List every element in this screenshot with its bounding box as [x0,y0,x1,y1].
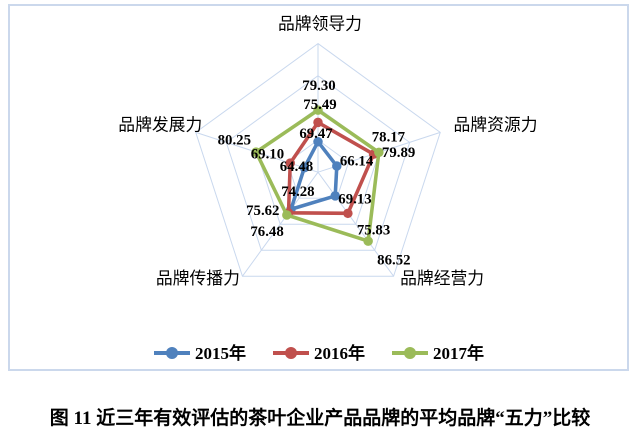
data-point-marker [363,236,373,246]
value-label: 75.62 [246,203,279,219]
data-point-marker [343,208,353,219]
series-polygon-2017年 [254,108,381,243]
value-label: 66.14 [340,153,374,169]
data-point-marker [299,162,310,173]
value-label: 76.48 [250,224,283,240]
radar-chart: 69.47 66.14 69.13 74.28 64.48 75.49 78.17 75.83… [118,15,538,288]
legend-item-label: 2017年 [433,343,484,363]
value-label: 69.10 [251,147,284,163]
legend-item: 2015年 [153,345,246,362]
axis-label-0: 品牌领导力 [278,15,362,34]
chart-frame: 69.47 66.14 69.13 74.28 64.48 75.49 78.17 75.83… [8,4,629,371]
value-label: 75.49 [303,97,336,113]
data-point-marker [282,210,292,220]
legend-item: 2017年 [391,345,484,362]
data-point-marker [313,136,323,147]
axis-label-1: 品牌资源力 [454,116,538,135]
series-polygon-2016年 [286,120,376,216]
legend-item-label: 2016年 [314,343,365,363]
value-label: 75.83 [357,223,390,239]
value-label: 79.89 [382,145,415,161]
axis-label-2: 品牌经营力 [400,269,484,288]
value-label: 74.28 [281,184,314,200]
data-point-marker [374,147,384,158]
legend-item-label: 2015年 [195,343,246,363]
value-label: 86.52 [377,252,410,268]
legend-marker-icon [273,347,309,359]
legend: 2015年 2016年 2017年 [10,342,627,364]
data-point-marker [313,105,323,115]
series-polygon-2015年 [289,139,339,212]
legend-marker-icon [392,347,428,359]
data-point-marker [285,158,295,168]
axis-label-3: 品牌传播力 [156,269,240,288]
grid-ring-90 [225,75,411,251]
value-label: 80.25 [218,133,251,149]
axis-spoke [317,171,394,277]
legend-item: 2016年 [272,345,365,362]
figure-caption: 图 11 近三年有效评估的茶叶企业产品品牌的平均品牌“五力”比较 [49,408,591,429]
value-label: 69.13 [338,191,371,207]
value-label: 69.47 [299,126,333,142]
value-label: 78.17 [372,130,406,146]
legend-marker-icon [154,347,190,359]
value-label: 79.30 [302,78,335,94]
axis-label-4: 品牌发展力 [118,116,202,135]
data-point-marker [332,161,342,171]
value-label: 64.48 [280,159,313,175]
data-point-marker [313,117,323,128]
data-point-marker [251,147,261,157]
data-point-marker [330,191,340,201]
grid-ring-100 [195,42,441,277]
axis-spoke [242,171,319,277]
